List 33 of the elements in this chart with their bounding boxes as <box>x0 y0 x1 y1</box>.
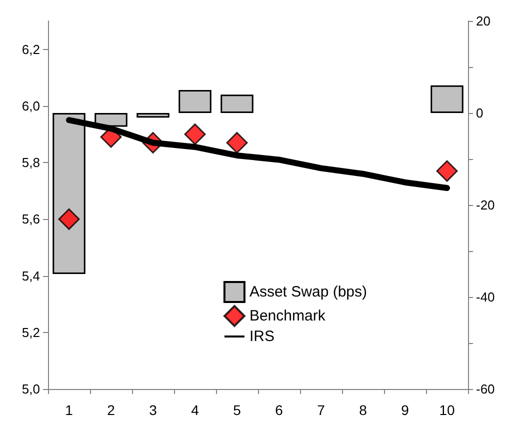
x-tick-label: 3 <box>149 402 158 418</box>
y-tick-label: 5,4 <box>22 268 40 284</box>
x-tick-label: 5 <box>233 402 242 418</box>
y-tick-label: 6,2 <box>22 42 40 57</box>
bar <box>430 85 464 113</box>
point <box>226 132 248 154</box>
y2-tick-label: 20 <box>476 14 490 28</box>
y2-tick-label: 0 <box>476 106 484 120</box>
point <box>436 160 458 182</box>
y-tick-label: 5,6 <box>22 212 40 227</box>
y-tick-label: 6,0 <box>22 98 40 114</box>
y-tick-label: 5,2 <box>22 324 40 340</box>
bar <box>178 90 212 113</box>
y2-tick-label: -40 <box>476 290 495 304</box>
y-tick-label: 5,8 <box>22 155 40 170</box>
y-tick-label: 5,0 <box>22 382 40 396</box>
legend-label: IRS <box>249 328 274 345</box>
x-tick-label: 8 <box>359 402 368 418</box>
x-tick-label: 9 <box>401 402 410 418</box>
bar <box>136 113 170 118</box>
x-tick-label: 6 <box>275 402 284 418</box>
y2-tick-label: -60 <box>476 382 495 396</box>
x-tick-label: 2 <box>107 402 116 418</box>
x-tick-label: 10 <box>439 402 455 418</box>
bar <box>220 94 254 113</box>
x-tick-label: 7 <box>317 402 326 418</box>
y2-tick-label: -20 <box>476 198 495 212</box>
point <box>184 123 206 145</box>
x-tick-label: 4 <box>191 402 200 418</box>
legend-label: Benchmark <box>249 308 326 324</box>
legend-label: Asset Swap (bps) <box>249 284 368 300</box>
x-tick-label: 1 <box>65 402 74 418</box>
point <box>58 208 80 230</box>
